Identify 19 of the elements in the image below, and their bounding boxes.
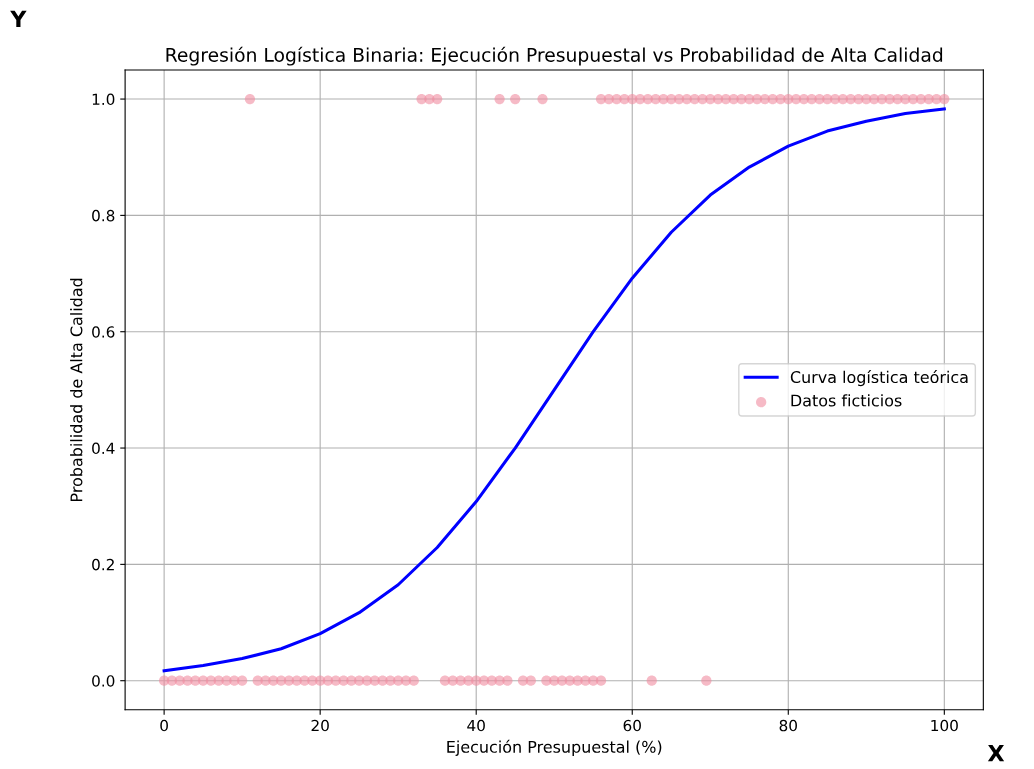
text: Y (10, 10, 27, 27)
x-tick-label: 100 (931, 719, 958, 732)
y-tick-label: 0.4 (92, 442, 115, 455)
x-tick-label: 20 (311, 719, 329, 732)
y-tick-label: 0.0 (92, 675, 115, 687)
y-axis-title: Probabilidad de Alta Calidad (70, 278, 83, 501)
x-tick-label: 60 (623, 719, 641, 732)
chart-title: Regresión Logística Binaria: Ejecución Presupuestal vs Probabilidad de Alta Calidad (166, 46, 943, 66)
y-tick-label: 0.6 (92, 326, 115, 338)
x-tick-label: 0 (160, 719, 168, 732)
y-tick-label: 1.0 (92, 93, 115, 106)
x-tick-label: 80 (779, 719, 797, 732)
y-tick-label: 0.8 (92, 209, 115, 222)
legend-label: Datos ficticios (791, 394, 902, 407)
text: X (987, 745, 1005, 762)
x-tick-label: 40 (467, 719, 485, 732)
y-tick-label: 0.2 (92, 558, 114, 571)
x-axis-title: Ejecución Presupuestal (%) (447, 739, 662, 756)
legend-label: Curva logística teórica (790, 370, 968, 387)
